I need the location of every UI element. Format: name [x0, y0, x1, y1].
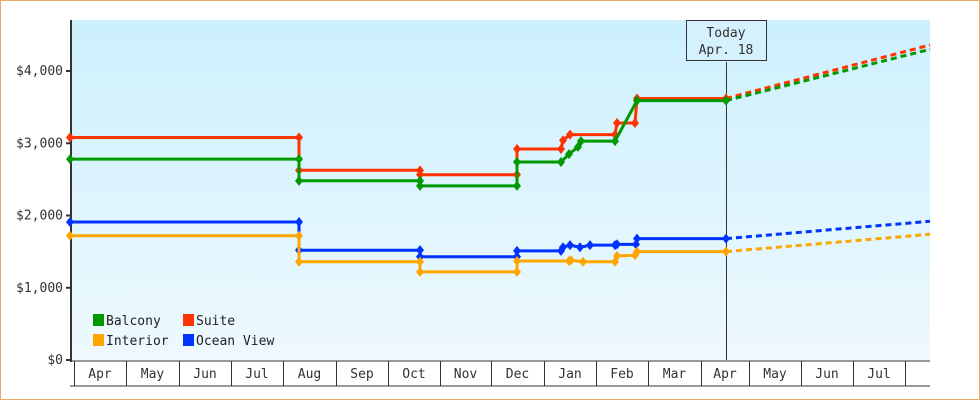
x-month-label: Jan: [558, 367, 581, 382]
legend-swatch: [183, 334, 194, 346]
data-point-marker[interactable]: [295, 132, 303, 143]
data-point-marker[interactable]: [633, 233, 641, 244]
legend-item-interior[interactable]: Interior: [93, 334, 169, 349]
y-tick-label: $4,000: [16, 64, 63, 79]
x-month-label: Sep: [350, 367, 374, 382]
x-month-label: May: [763, 367, 787, 382]
data-point-marker[interactable]: [416, 169, 424, 180]
x-month-label: Mar: [663, 367, 687, 382]
x-month-label: Jun: [815, 367, 838, 382]
data-point-marker[interactable]: [416, 180, 424, 191]
legend-swatch: [183, 314, 194, 326]
legend-label: Ocean View: [196, 334, 274, 349]
data-point-marker[interactable]: [295, 217, 303, 228]
legend-item-ocean-view[interactable]: Ocean View: [183, 334, 274, 349]
forecast-line: [725, 232, 931, 254]
plot-area: [72, 20, 930, 360]
legend: Balcony Suite Interior Ocean View: [93, 314, 274, 349]
series-interior: [66, 230, 931, 277]
x-axis: Apr May Jun Jul Aug Sep Oct Nov Dec Jan Feb Mar Apr M…: [70, 360, 930, 387]
legend-swatch: [93, 334, 104, 346]
data-point-marker[interactable]: [586, 240, 594, 251]
data-point-marker[interactable]: [513, 266, 521, 277]
y-tick-label: $3,000: [16, 136, 63, 151]
x-month-label: Jun: [193, 367, 216, 382]
data-point-marker[interactable]: [513, 180, 521, 191]
data-point-marker[interactable]: [513, 256, 521, 267]
x-month-label: Jul: [867, 367, 890, 382]
legend-item-suite[interactable]: Suite: [183, 314, 235, 329]
today-label: Today: [706, 26, 745, 41]
forecast-line: [725, 43, 931, 100]
data-point-marker[interactable]: [633, 246, 641, 257]
y-tick-label: $0: [47, 353, 63, 368]
series-balcony: [66, 47, 931, 191]
legend-item-balcony[interactable]: Balcony: [93, 314, 161, 329]
legend-label: Interior: [106, 334, 169, 349]
data-point-marker[interactable]: [611, 136, 619, 147]
today-date: Apr. 18: [699, 43, 754, 58]
data-point-marker[interactable]: [416, 256, 424, 267]
data-point-marker[interactable]: [557, 144, 565, 155]
x-month-label: Oct: [402, 367, 425, 382]
data-point-marker[interactable]: [631, 118, 639, 129]
data-point-marker[interactable]: [295, 256, 303, 267]
data-point-marker[interactable]: [416, 266, 424, 277]
x-month-label: Nov: [454, 367, 478, 382]
data-point-marker[interactable]: [513, 157, 521, 168]
y-tick-label: $1,000: [16, 281, 63, 296]
forecast-line: [725, 47, 931, 103]
data-point-marker[interactable]: [66, 132, 74, 143]
x-month-label: Aug: [298, 367, 321, 382]
data-point-marker[interactable]: [295, 175, 303, 186]
x-month-label: Apr: [88, 367, 112, 382]
data-point-marker[interactable]: [295, 154, 303, 165]
forecast-line: [725, 219, 931, 241]
legend-swatch: [93, 314, 104, 326]
legend-label: Suite: [196, 314, 235, 329]
data-point-marker[interactable]: [565, 149, 573, 160]
x-month-label: Feb: [610, 367, 634, 382]
data-point-marker[interactable]: [66, 217, 74, 228]
data-point-marker[interactable]: [559, 135, 567, 146]
today-label-box: [686, 20, 767, 61]
y-tick-label: $2,000: [16, 209, 63, 224]
x-month-label: May: [141, 367, 165, 382]
data-point-marker[interactable]: [613, 118, 621, 129]
data-point-marker[interactable]: [722, 95, 730, 106]
data-point-marker[interactable]: [295, 230, 303, 241]
data-point-marker[interactable]: [567, 255, 575, 266]
data-point-marker[interactable]: [66, 154, 74, 165]
data-point-marker[interactable]: [577, 136, 585, 147]
data-point-marker[interactable]: [66, 230, 74, 241]
series-lines: [66, 43, 931, 277]
today-marker: Today Apr. 18: [686, 20, 767, 360]
x-month-label: Apr: [713, 367, 737, 382]
data-point-marker[interactable]: [559, 242, 567, 253]
data-point-marker[interactable]: [613, 239, 621, 250]
data-point-marker[interactable]: [613, 250, 621, 261]
data-point-marker[interactable]: [566, 129, 574, 140]
data-point-marker[interactable]: [513, 245, 521, 256]
y-axis: $0 $1,000 $2,000 $3,000 $4,000: [16, 20, 72, 368]
legend-label: Balcony: [106, 314, 161, 329]
data-point-marker[interactable]: [513, 144, 521, 155]
series-ocean-view: [66, 217, 931, 262]
data-point-marker[interactable]: [633, 95, 641, 106]
x-month-label: Dec: [506, 367, 529, 382]
data-point-marker[interactable]: [557, 157, 565, 168]
data-point-marker[interactable]: [416, 175, 424, 186]
data-point-marker[interactable]: [722, 233, 730, 244]
data-point-marker[interactable]: [722, 246, 730, 257]
data-point-marker[interactable]: [416, 251, 424, 262]
data-point-marker[interactable]: [566, 240, 574, 251]
x-month-label: Jul: [245, 367, 268, 382]
data-point-marker[interactable]: [416, 245, 424, 256]
data-point-marker[interactable]: [576, 242, 584, 253]
data-point-marker[interactable]: [579, 256, 587, 267]
